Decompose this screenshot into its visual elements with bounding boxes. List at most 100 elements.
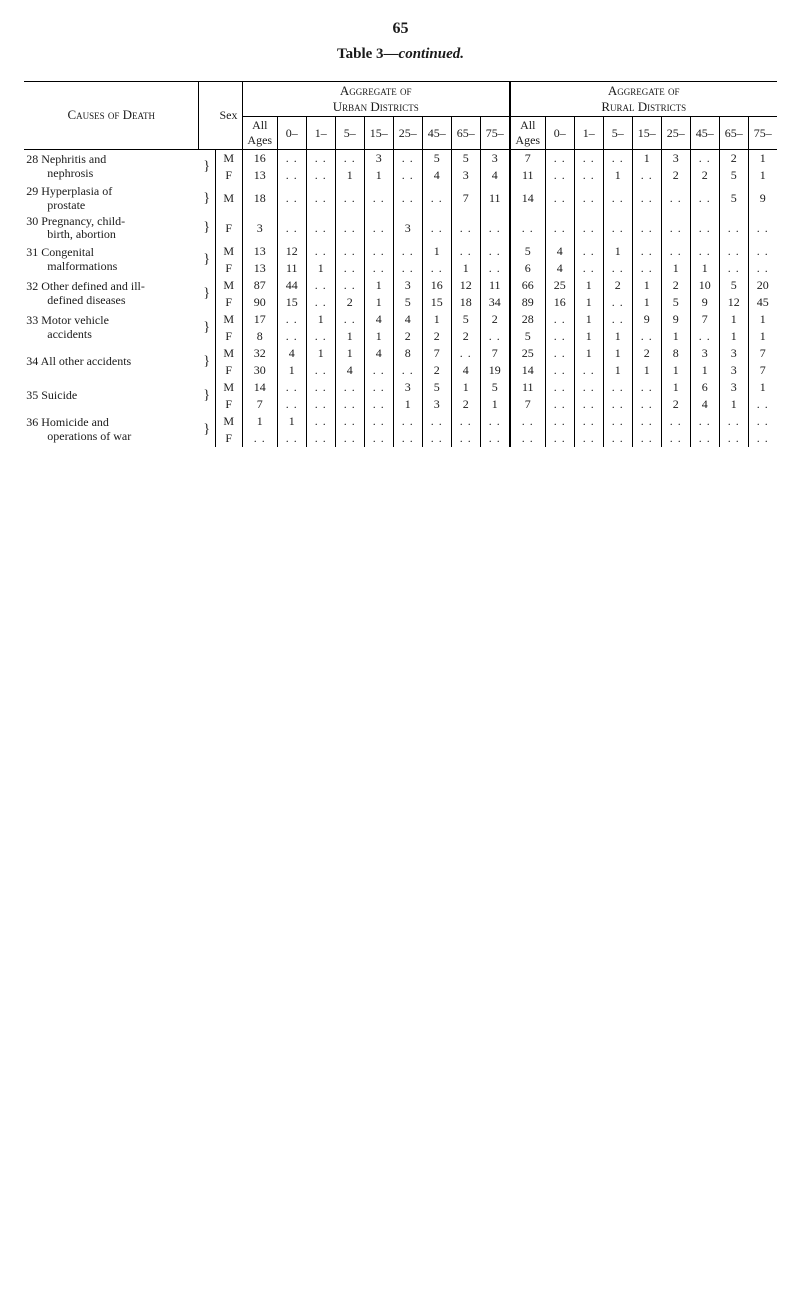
value-cell: . . <box>306 167 335 184</box>
header-age-band: 15– <box>632 117 661 150</box>
value-cell: . . <box>574 150 603 168</box>
value-cell: 13 <box>242 167 277 184</box>
value-cell: 3 <box>719 379 748 396</box>
value-cell: 8 <box>661 345 690 362</box>
value-cell: 2 <box>451 328 480 345</box>
value-cell: 16 <box>422 277 451 294</box>
value-cell: 2 <box>719 150 748 168</box>
row-brace: } <box>199 345 216 379</box>
value-cell: 1 <box>574 277 603 294</box>
value-cell: 1 <box>603 167 632 184</box>
value-cell: 3 <box>242 214 277 244</box>
value-cell: 2 <box>422 328 451 345</box>
value-cell: . . <box>364 214 393 244</box>
table-number-prefix: Table 3— <box>337 46 399 62</box>
value-cell: 1 <box>661 328 690 345</box>
value-cell: . . <box>632 396 661 413</box>
cause-label: 31 Congenital malformations <box>24 243 199 277</box>
value-cell: 18 <box>242 184 277 214</box>
value-cell: 1 <box>364 167 393 184</box>
value-cell: . . <box>603 260 632 277</box>
value-cell: 3 <box>661 150 690 168</box>
value-cell: 3 <box>719 362 748 379</box>
value-cell: 34 <box>480 294 510 311</box>
value-cell: . . <box>632 184 661 214</box>
value-cell: 2 <box>661 167 690 184</box>
value-cell: 2 <box>422 362 451 379</box>
value-cell: . . <box>690 243 719 260</box>
header-age-band: 75– <box>748 117 777 150</box>
value-cell: 1 <box>719 328 748 345</box>
value-cell: . . <box>451 214 480 244</box>
header-age-band: 5– <box>335 117 364 150</box>
value-cell: . . <box>242 430 277 447</box>
value-cell: 1 <box>603 243 632 260</box>
header-age-band: 1– <box>306 117 335 150</box>
value-cell: 9 <box>632 311 661 328</box>
value-cell: 1 <box>335 328 364 345</box>
value-cell: 5 <box>510 328 546 345</box>
sex-cell: F <box>215 396 242 413</box>
value-cell: 14 <box>242 379 277 396</box>
value-cell: . . <box>574 379 603 396</box>
value-cell: . . <box>510 413 546 430</box>
value-cell: . . <box>632 328 661 345</box>
value-cell: . . <box>306 328 335 345</box>
value-cell: . . <box>748 214 777 244</box>
value-cell: . . <box>335 379 364 396</box>
header-age-band: 0– <box>545 117 574 150</box>
value-cell: 12 <box>451 277 480 294</box>
value-cell: . . <box>748 396 777 413</box>
value-cell: 5 <box>719 277 748 294</box>
value-cell: 5 <box>451 150 480 168</box>
value-cell: . . <box>719 243 748 260</box>
value-cell: 1 <box>632 150 661 168</box>
value-cell: . . <box>690 214 719 244</box>
value-cell: . . <box>690 150 719 168</box>
value-cell: . . <box>335 150 364 168</box>
sex-cell: M <box>215 311 242 328</box>
value-cell: . . <box>451 430 480 447</box>
value-cell: 8 <box>242 328 277 345</box>
value-cell: . . <box>393 362 422 379</box>
value-cell: . . <box>306 396 335 413</box>
header-age-band: 0– <box>277 117 306 150</box>
value-cell: . . <box>364 430 393 447</box>
value-cell: 5 <box>422 379 451 396</box>
header-age-band: 25– <box>393 117 422 150</box>
value-cell: 87 <box>242 277 277 294</box>
value-cell: . . <box>603 430 632 447</box>
header-age-band: 75– <box>480 117 510 150</box>
header-age-band: 15– <box>364 117 393 150</box>
sex-cell: M <box>215 379 242 396</box>
value-cell: 1 <box>422 243 451 260</box>
value-cell: . . <box>277 379 306 396</box>
value-cell: 3 <box>393 277 422 294</box>
header-sex: Sex <box>215 82 242 150</box>
value-cell: 11 <box>480 277 510 294</box>
value-cell: 7 <box>510 150 546 168</box>
value-cell: . . <box>661 214 690 244</box>
header-causes: Causes of Death <box>24 82 199 150</box>
value-cell: 2 <box>480 311 510 328</box>
header-age-band: 1– <box>574 117 603 150</box>
value-cell: 89 <box>510 294 546 311</box>
value-cell: 7 <box>690 311 719 328</box>
value-cell: 1 <box>603 362 632 379</box>
value-cell: . . <box>422 184 451 214</box>
value-cell: 7 <box>480 345 510 362</box>
value-cell: . . <box>335 396 364 413</box>
value-cell: 1 <box>393 396 422 413</box>
value-cell: 1 <box>335 167 364 184</box>
value-cell: 7 <box>422 345 451 362</box>
value-cell: . . <box>545 396 574 413</box>
value-cell: 1 <box>335 345 364 362</box>
value-cell: 4 <box>545 243 574 260</box>
value-cell: 6 <box>510 260 546 277</box>
value-cell: . . <box>545 413 574 430</box>
header-age-band: 65– <box>719 117 748 150</box>
row-brace: } <box>199 277 216 311</box>
value-cell: . . <box>574 243 603 260</box>
value-cell: . . <box>306 243 335 260</box>
value-cell: 1 <box>364 277 393 294</box>
